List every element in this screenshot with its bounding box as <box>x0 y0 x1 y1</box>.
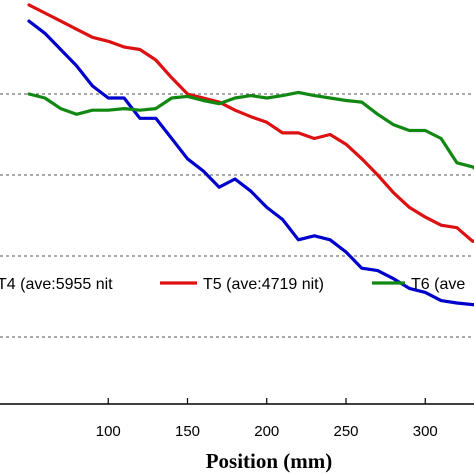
x-tick-label: 300 <box>413 423 438 440</box>
x-tick-label: 150 <box>175 423 200 440</box>
x-tick-label: 200 <box>254 423 279 440</box>
x-tick-label: 250 <box>333 423 358 440</box>
legend-label: T6 (ave <box>411 276 465 293</box>
gridlines <box>0 93 474 338</box>
series-lines <box>27 3 474 307</box>
series-line-t5 <box>27 3 474 243</box>
series-line-t4 <box>27 19 474 307</box>
legend-label: T5 (ave:4719 nit) <box>203 276 324 293</box>
series-line-t6 <box>27 90 474 170</box>
x-axis-title: Position (mm) <box>206 449 333 473</box>
legend: T4 (ave:5955 nit T5 (ave:4719 nit) T6 (ave <box>0 276 465 293</box>
legend-label: T4 (ave:5955 nit <box>0 276 113 293</box>
x-tick-label: 100 <box>96 423 121 440</box>
x-axis-ticks: 100150200250300350 <box>96 398 438 440</box>
